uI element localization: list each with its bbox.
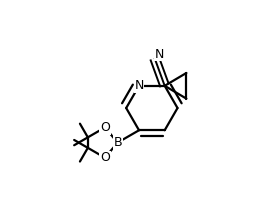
Text: O: O bbox=[100, 121, 110, 134]
Text: N: N bbox=[155, 48, 164, 60]
Text: O: O bbox=[100, 151, 110, 164]
Text: N: N bbox=[134, 79, 144, 92]
Text: B: B bbox=[113, 136, 122, 149]
